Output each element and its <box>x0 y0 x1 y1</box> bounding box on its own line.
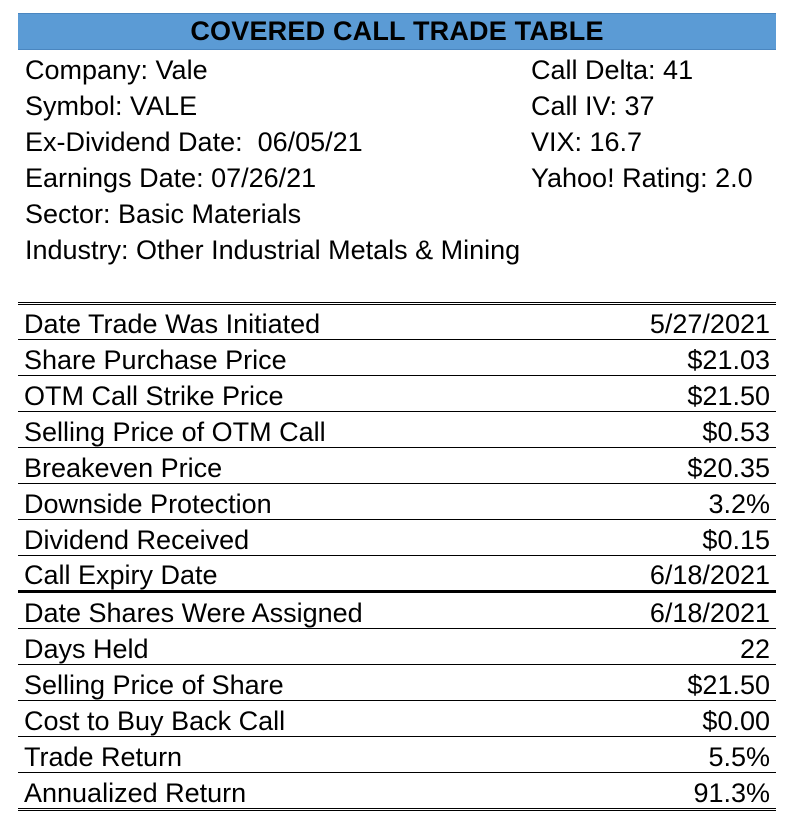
table-row: Annualized Return 91.3% <box>18 773 776 811</box>
table-title: COVERED CALL TRADE TABLE <box>18 13 776 50</box>
row-value: $21.50 <box>687 381 770 411</box>
table-row: Selling Price of OTM Call $0.53 <box>18 412 776 448</box>
row-label: Days Held <box>24 634 149 664</box>
row-value: 91.3% <box>693 778 770 808</box>
row-label: Cost to Buy Back Call <box>24 706 286 736</box>
row-value: $0.00 <box>702 706 770 736</box>
earnings-date-info: Earnings Date: 07/26/21 <box>25 163 317 193</box>
row-label: Date Shares Were Assigned <box>24 598 363 628</box>
row-value: 6/18/2021 <box>649 598 770 628</box>
table-row: OTM Call Strike Price $21.50 <box>18 376 776 412</box>
vix-info: VIX: 16.7 <box>531 127 643 157</box>
table-row: Breakeven Price $20.35 <box>18 448 776 484</box>
stock-info-left: Company: Vale Symbol: VALE Ex-Dividend D… <box>25 52 520 268</box>
ex-dividend-date-info: Ex-Dividend Date: 06/05/21 <box>25 127 363 157</box>
row-label: Share Purchase Price <box>24 345 287 375</box>
table-row: Date Shares Were Assigned 6/18/2021 <box>18 593 776 629</box>
company-info: Company: Vale <box>25 55 208 85</box>
row-value: 5/27/2021 <box>649 309 770 339</box>
sector-info: Sector: Basic Materials <box>25 199 302 229</box>
row-label: Date Trade Was Initiated <box>24 309 321 339</box>
table-row: Dividend Received $0.15 <box>18 520 776 556</box>
row-value: 3.2% <box>708 489 770 519</box>
symbol-info: Symbol: VALE <box>25 91 198 121</box>
stock-info-right: Call Delta: 41 Call IV: 37 VIX: 16.7 Yah… <box>531 52 753 196</box>
row-label: OTM Call Strike Price <box>24 381 284 411</box>
row-value: 22 <box>739 634 770 664</box>
row-label: Call Expiry Date <box>24 560 218 590</box>
row-label: Selling Price of Share <box>24 670 284 700</box>
table-row: Days Held 22 <box>18 629 776 665</box>
row-label: Trade Return <box>24 742 183 772</box>
row-value: $20.35 <box>687 453 770 483</box>
row-value: 5.5% <box>708 742 770 772</box>
row-value: $0.15 <box>702 525 770 555</box>
row-label: Annualized Return <box>24 778 247 808</box>
row-label: Dividend Received <box>24 525 250 555</box>
row-label: Breakeven Price <box>24 453 223 483</box>
industry-info: Industry: Other Industrial Metals & Mini… <box>25 235 521 265</box>
call-delta-info: Call Delta: 41 <box>531 55 694 85</box>
row-value: 6/18/2021 <box>649 560 770 590</box>
trade-table: Date Trade Was Initiated 5/27/2021 Share… <box>18 302 776 811</box>
yahoo-rating-info: Yahoo! Rating: 2.0 <box>531 163 753 193</box>
table-row: Cost to Buy Back Call $0.00 <box>18 701 776 737</box>
row-label: Selling Price of OTM Call <box>24 417 326 447</box>
row-value: $21.50 <box>687 670 770 700</box>
table-row: Share Purchase Price $21.03 <box>18 340 776 376</box>
table-row: Selling Price of Share $21.50 <box>18 665 776 701</box>
call-iv-info: Call IV: 37 <box>531 91 655 121</box>
row-value: $21.03 <box>687 345 770 375</box>
table-row: Downside Protection 3.2% <box>18 484 776 520</box>
row-value: $0.53 <box>702 417 770 447</box>
table-row: Trade Return 5.5% <box>18 737 776 773</box>
table-row: Call Expiry Date 6/18/2021 <box>18 556 776 593</box>
table-row: Date Trade Was Initiated 5/27/2021 <box>18 305 776 340</box>
row-label: Downside Protection <box>24 489 272 519</box>
